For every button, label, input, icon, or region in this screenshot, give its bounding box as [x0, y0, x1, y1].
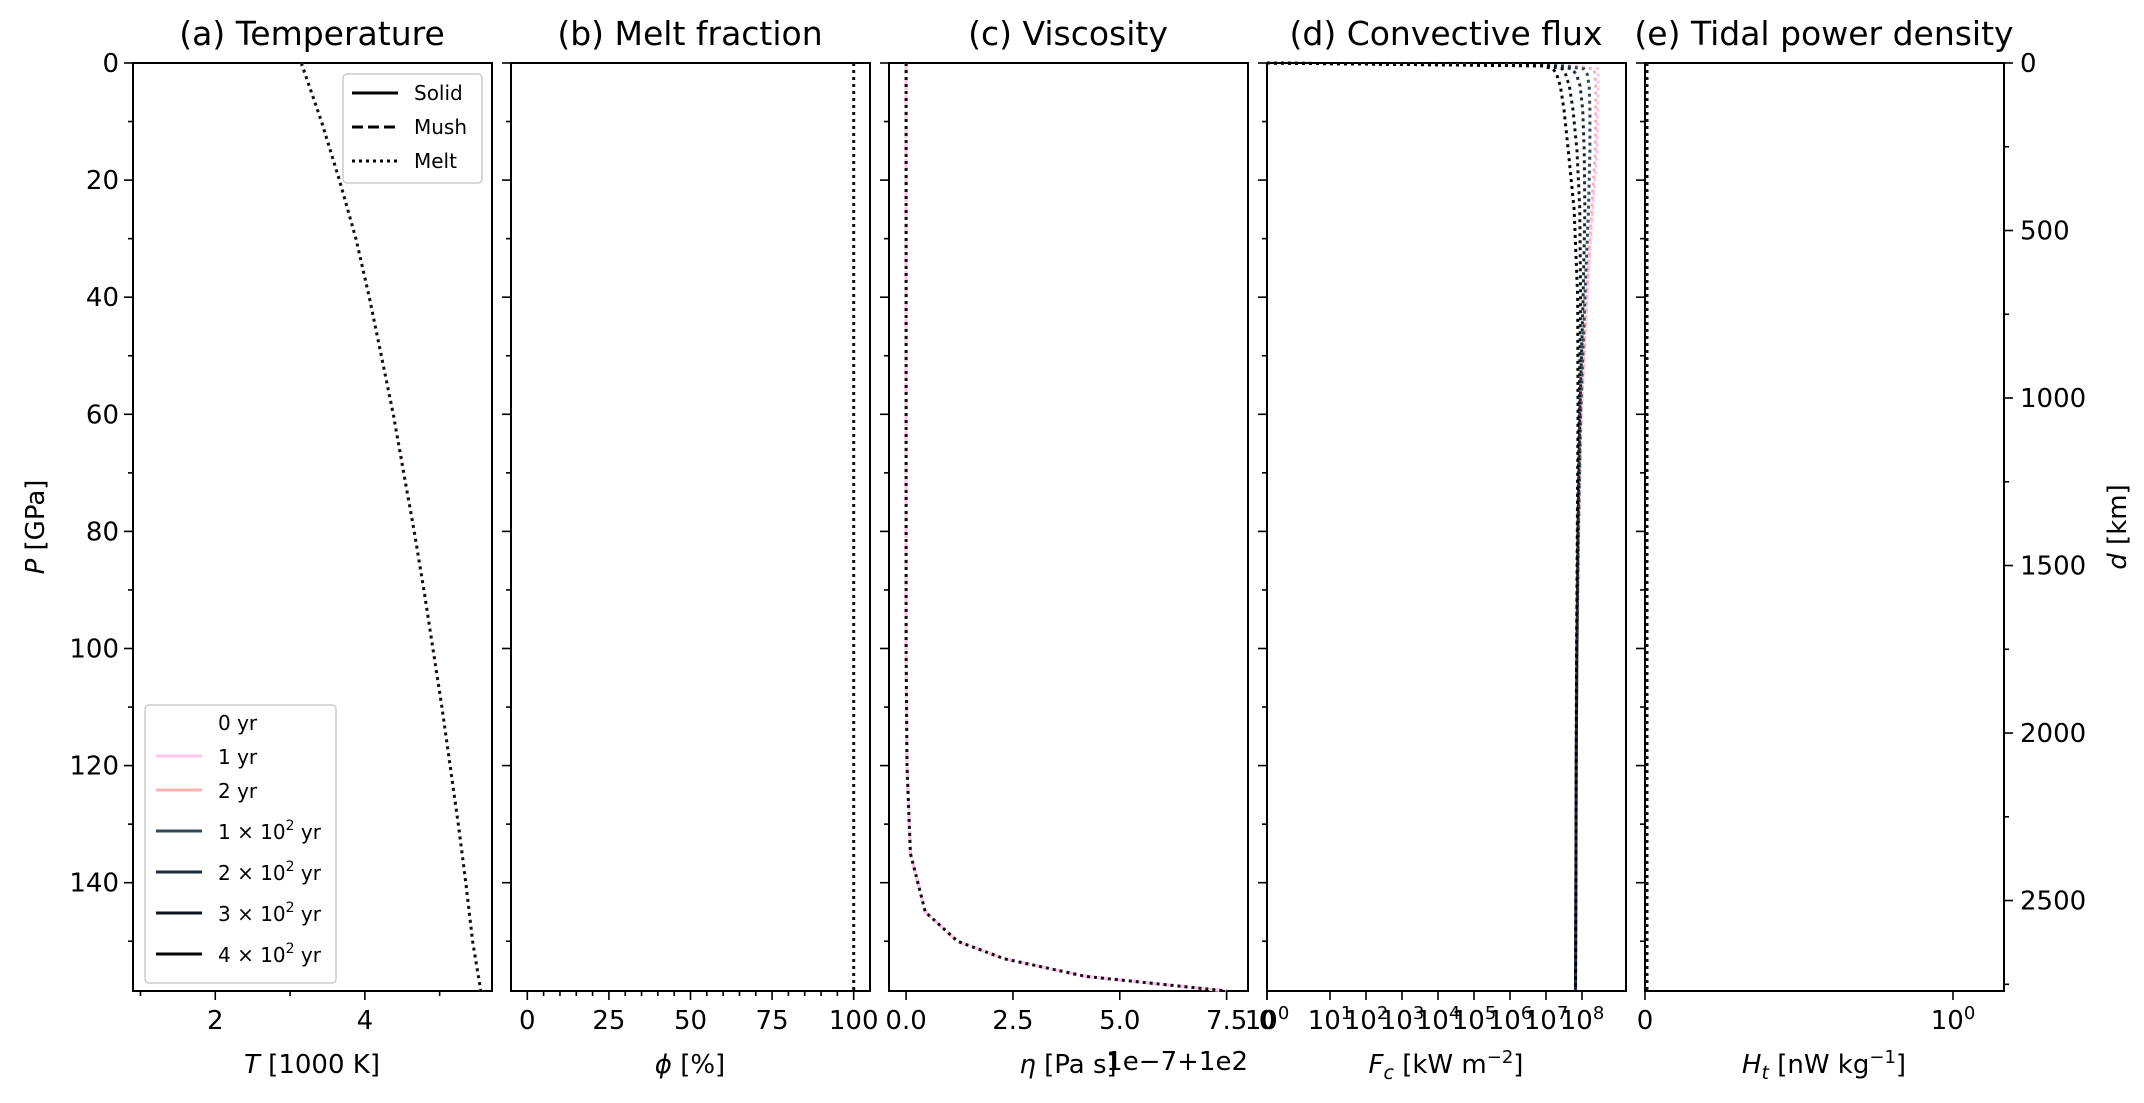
xtick-label: 2: [207, 1006, 224, 1036]
panel-a-ylabel: P [GPa]: [21, 480, 51, 575]
legend-mush-label: Mush: [414, 115, 467, 139]
xtick-label: 0.0: [885, 1006, 926, 1036]
series-line-ref: [904, 63, 1227, 993]
series-line: [299, 62, 483, 992]
series-line: [1266, 61, 1600, 992]
series-line: [1266, 61, 1587, 992]
right-tick-label: 0: [2020, 49, 2037, 79]
right-tick-label: 1000: [2020, 384, 2086, 414]
xtick-label: 0: [1259, 1006, 1276, 1036]
xtick-label: 7.5: [1206, 1006, 1247, 1036]
xtick-label: 2.5: [992, 1006, 1033, 1036]
legend-time-label-3: 1 × 102 yr: [218, 818, 322, 844]
ytick-label: 120: [69, 752, 119, 782]
series-line: [904, 63, 1227, 993]
xtick-label: 50: [674, 1006, 707, 1036]
panel-c-xlabel: η [Pa s]: [1019, 1050, 1116, 1080]
legend-solid-label: Solid: [414, 81, 463, 105]
series-line: [1266, 61, 1592, 992]
xtick-label: 101: [1308, 1003, 1353, 1036]
panel-e-frame: [1644, 62, 2005, 992]
panel-b-yticks: [502, 62, 511, 943]
panel-b-title: (b) Melt fraction: [557, 14, 822, 53]
xtick-label: 25: [592, 1006, 625, 1036]
xtick-label: 102: [1344, 1003, 1389, 1036]
xtick-label: 107: [1524, 1003, 1569, 1036]
legend-time-label-6: 4 × 102 yr: [218, 941, 322, 967]
panel-b-frame: [510, 62, 871, 992]
xtick-label: 105: [1452, 1003, 1497, 1036]
panel-c: (c) Viscosity 0.0 2.5 5.0 7.5 η [Pa s] 1e−7…: [880, 14, 1249, 1080]
panel-d-title: (d) Convective flux: [1290, 14, 1603, 53]
panel-a-frame: [132, 62, 493, 992]
ytick-label: 40: [86, 283, 119, 313]
xtick-label: 100: [1245, 1003, 1290, 1036]
legend-time: 0 yr 1 yr 2 yr 1 × 102 yr 2 × 102 yr 3 ×…: [144, 704, 337, 984]
panel-a-title: (a) Temperature: [179, 14, 445, 53]
panel-b-xticks: 0 25 50 75 100: [519, 991, 879, 1036]
panel-c-title: (c) Viscosity: [968, 14, 1168, 53]
panel-a-xlabel: T [1000 K]: [244, 1050, 380, 1080]
xtick-label: 75: [756, 1006, 789, 1036]
xtick-label: 4: [357, 1006, 374, 1036]
right-tick-label: 2500: [2020, 887, 2086, 917]
right-tick-label: 500: [2020, 217, 2070, 247]
xtick-label: 104: [1416, 1003, 1461, 1036]
panel-e-yticks: [1636, 62, 1645, 943]
right-tick-label: 1500: [2020, 552, 2086, 582]
panel-d-yticks: [1258, 62, 1267, 943]
panel-b-xlabel: ϕ [%]: [655, 1050, 725, 1080]
panel-c-series: [904, 63, 1227, 993]
legend-time-label-0: 0 yr: [218, 711, 258, 735]
ytick-label: 140: [69, 869, 119, 899]
panel-e-xlabel: Ht [nW kg−1]: [1742, 1047, 1906, 1084]
xtick-label: 106: [1488, 1003, 1533, 1036]
legend-time-label-1: 1 yr: [218, 745, 258, 769]
panel-e-title: (e) Tidal power density: [1634, 14, 2013, 53]
series-line: [1266, 61, 1580, 992]
panel-d-series: [1266, 61, 1600, 992]
panel-b: (b) Melt fraction 0 25 50 75 100 ϕ [%]: [502, 14, 879, 1080]
xtick-label: 100: [829, 1006, 879, 1036]
xtick-label: 103: [1380, 1003, 1425, 1036]
panel-c-yticks: [880, 62, 889, 943]
xtick-label: 0: [1637, 1006, 1654, 1036]
panel-c-xticks: 0.0 2.5 5.0 7.5: [885, 991, 1247, 1036]
ytick-label: 60: [86, 400, 119, 430]
panel-e-right-ticks: 0 500 1000 1500 2000 2500: [2004, 49, 2086, 986]
ytick-label: 0: [102, 49, 119, 79]
panel-e: (e) Tidal power density 0 100 0 500 1000 150…: [1634, 14, 2133, 1084]
series-line: [1266, 61, 1598, 992]
xtick-label: 5.0: [1099, 1006, 1140, 1036]
panel-d-frame: [1266, 62, 1627, 992]
series-line: [1266, 61, 1583, 992]
ytick-label: 80: [86, 517, 119, 547]
panel-a-series: [299, 62, 483, 992]
panel-c-offset-text: 1e−7+1e2: [1106, 1047, 1248, 1077]
legend-phase: Solid Mush Melt: [342, 73, 483, 184]
legend-melt-label: Melt: [414, 149, 457, 173]
legend-time-label-2: 2 yr: [218, 779, 258, 803]
legend-time-label-5: 3 × 102 yr: [218, 900, 322, 926]
ytick-label: 100: [69, 634, 119, 664]
ytick-label: 20: [86, 166, 119, 196]
right-tick-label: 2000: [2020, 719, 2086, 749]
xtick-label: 0: [519, 1006, 536, 1036]
legend-phase-box: [342, 73, 483, 184]
xtick-label: 100: [1931, 1003, 1976, 1036]
xtick-label: 108: [1560, 1003, 1605, 1036]
panel-e-xticks: 0 100: [1637, 991, 1976, 1036]
panel-a-yticks: 0 20 40 60 80 100 120 140: [69, 49, 133, 943]
legend-time-label-4: 2 × 102 yr: [218, 859, 322, 885]
right-axis-ylabel: d [km]: [2103, 484, 2133, 569]
panel-d-xlabel: Fc [kW m−2]: [1369, 1047, 1524, 1084]
panel-c-frame: [888, 62, 1249, 992]
